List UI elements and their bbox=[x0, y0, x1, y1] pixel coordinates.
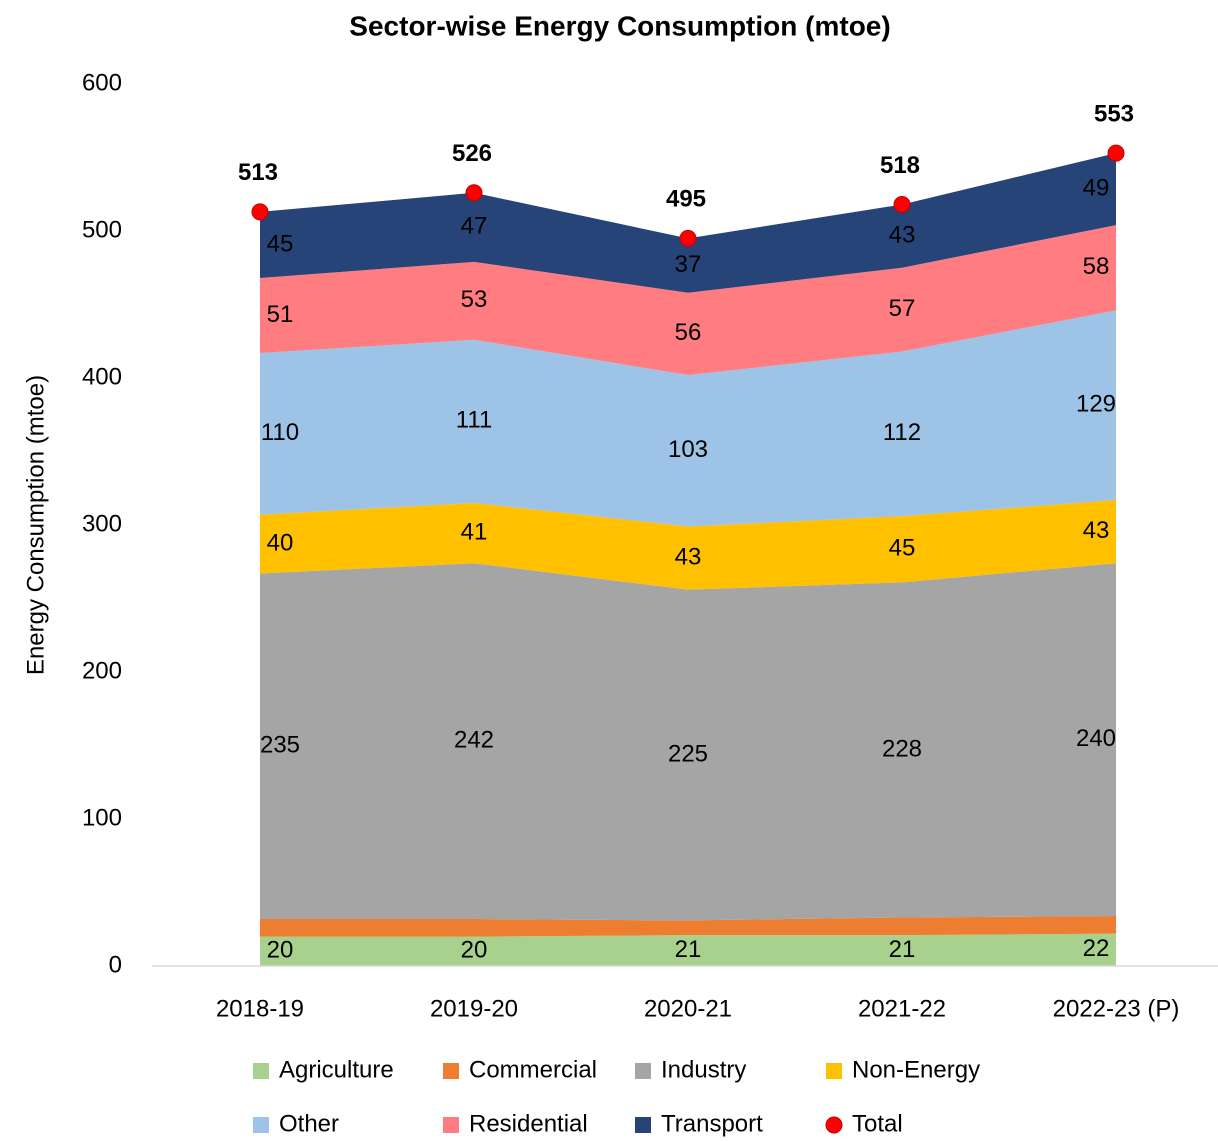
data-label: 58 bbox=[1083, 253, 1110, 280]
data-label: 111 bbox=[456, 407, 492, 434]
data-label: 41 bbox=[461, 518, 488, 545]
data-label: 49 bbox=[1083, 174, 1110, 201]
total-point bbox=[1107, 144, 1125, 162]
legend-label: Non-Energy bbox=[852, 1056, 980, 1083]
area bbox=[260, 916, 1116, 937]
data-label: 228 bbox=[882, 735, 922, 762]
legend-label: Other bbox=[279, 1110, 339, 1137]
legend-swatch bbox=[443, 1117, 459, 1133]
y-tick-label: 0 bbox=[109, 951, 122, 978]
area bbox=[260, 153, 1116, 293]
legend-label: Commercial bbox=[469, 1056, 597, 1083]
y-tick-label: 500 bbox=[82, 216, 122, 243]
y-tick-label: 300 bbox=[82, 510, 122, 537]
data-label: 225 bbox=[668, 740, 708, 767]
y-tick-label: 400 bbox=[82, 363, 122, 390]
legend-label: Industry bbox=[661, 1056, 746, 1083]
total-point bbox=[893, 196, 911, 214]
data-label: 112 bbox=[883, 419, 921, 446]
legend-label: Residential bbox=[469, 1110, 588, 1137]
data-label: 47 bbox=[461, 213, 488, 240]
legend-label: Total bbox=[852, 1110, 903, 1137]
data-label: 110 bbox=[261, 419, 299, 446]
total-point bbox=[679, 229, 697, 247]
chart-title: Sector-wise Energy Consumption (mtoe) bbox=[349, 10, 890, 41]
legend-swatch bbox=[826, 1063, 842, 1079]
data-label: 57 bbox=[889, 295, 916, 322]
data-label: 20 bbox=[461, 937, 488, 964]
total-point bbox=[465, 184, 483, 202]
data-label: 129 bbox=[1076, 391, 1116, 418]
data-label: 21 bbox=[675, 936, 702, 963]
data-label: 53 bbox=[461, 286, 488, 313]
data-label: 103 bbox=[668, 436, 708, 463]
y-axis-title: Energy Consumption (mtoe) bbox=[22, 375, 49, 675]
legend-swatch bbox=[825, 1116, 843, 1134]
legend-swatch bbox=[635, 1117, 651, 1133]
area bbox=[260, 933, 1116, 966]
x-tick-label: 2020-21 bbox=[644, 995, 732, 1022]
data-label: 43 bbox=[889, 221, 916, 248]
legend-swatch bbox=[253, 1063, 269, 1079]
data-label: 240 bbox=[1076, 725, 1116, 752]
legend-swatch bbox=[635, 1063, 651, 1079]
data-label: 235 bbox=[260, 732, 300, 759]
x-tick-label: 2019-20 bbox=[430, 995, 518, 1022]
total-point bbox=[251, 203, 269, 221]
x-tick-label: 2022-23 (P) bbox=[1053, 995, 1180, 1022]
area bbox=[260, 310, 1116, 527]
y-tick-label: 600 bbox=[82, 69, 122, 96]
data-label: 242 bbox=[454, 726, 494, 753]
data-label: 22 bbox=[1083, 935, 1110, 962]
data-label: 43 bbox=[1083, 517, 1110, 544]
total-label: 518 bbox=[880, 152, 920, 179]
area bbox=[260, 563, 1116, 921]
total-label: 526 bbox=[452, 140, 492, 167]
y-tick-label: 200 bbox=[82, 657, 122, 684]
data-label: 51 bbox=[267, 301, 294, 328]
data-label: 45 bbox=[889, 535, 916, 562]
data-label: 21 bbox=[889, 936, 916, 963]
x-tick-label: 2021-22 bbox=[858, 995, 946, 1022]
data-label: 37 bbox=[675, 251, 702, 278]
legend-label: Transport bbox=[661, 1110, 763, 1137]
area bbox=[260, 225, 1116, 376]
legend-swatch bbox=[253, 1117, 269, 1133]
total-label: 553 bbox=[1094, 100, 1134, 127]
x-tick-label: 2018-19 bbox=[216, 995, 304, 1022]
data-label: 56 bbox=[675, 319, 702, 346]
data-label: 45 bbox=[267, 230, 294, 257]
legend-label: Agriculture bbox=[279, 1056, 394, 1083]
area bbox=[260, 500, 1116, 590]
data-label: 43 bbox=[675, 543, 702, 570]
total-label: 513 bbox=[238, 159, 278, 186]
legend-swatch bbox=[443, 1063, 459, 1079]
y-tick-label: 100 bbox=[82, 804, 122, 831]
data-label: 40 bbox=[267, 529, 294, 556]
total-label: 495 bbox=[666, 186, 706, 213]
data-label: 20 bbox=[267, 937, 294, 964]
